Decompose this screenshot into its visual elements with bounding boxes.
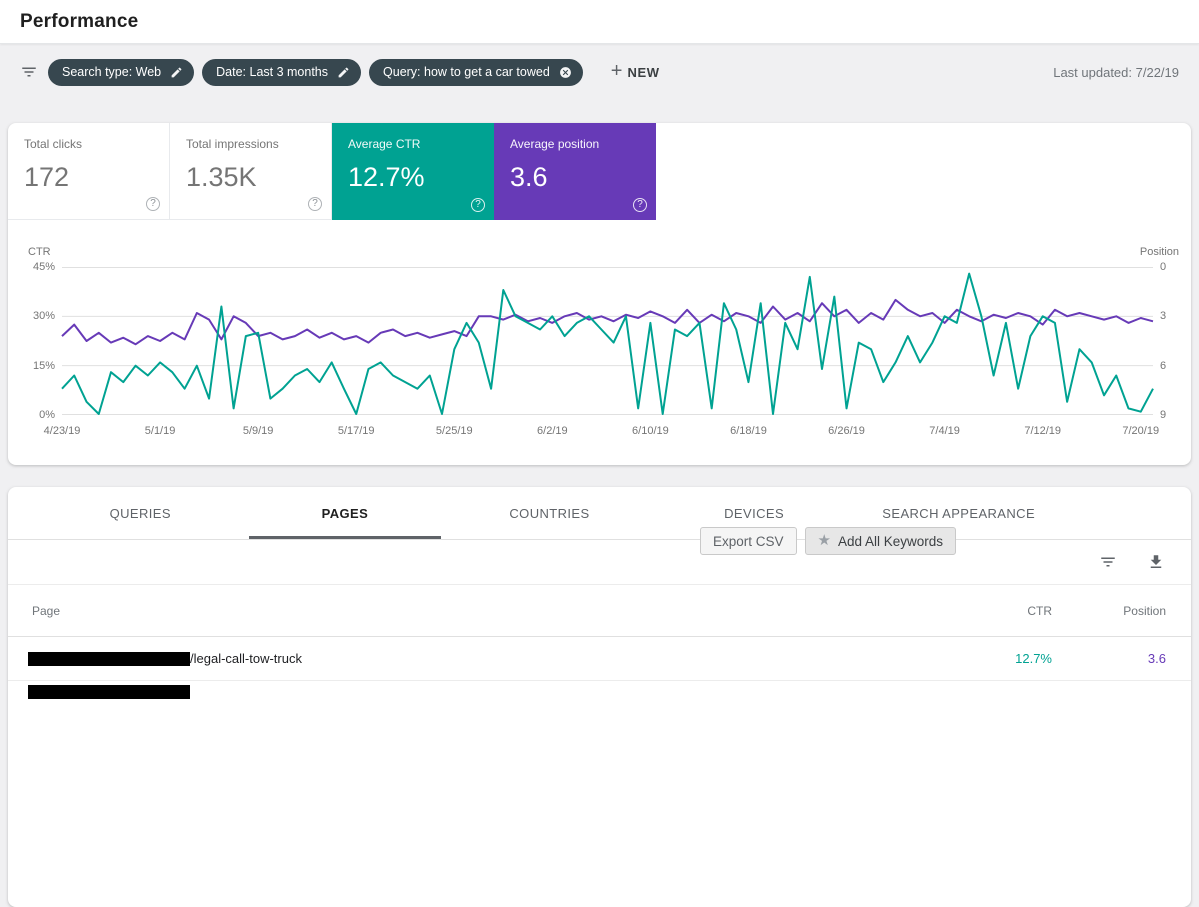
filter-list-icon[interactable] xyxy=(18,61,40,83)
metric-tiles: Total clicks 172 ? Total impressions 1.3… xyxy=(8,123,1191,220)
metric-label: Total clicks xyxy=(24,137,83,151)
metric-value: 3.6 xyxy=(510,162,548,192)
chart-canvas xyxy=(62,267,1153,415)
filter-chip-search-type[interactable]: Search type: Web xyxy=(48,58,195,86)
metric-tile-total-clicks[interactable]: Total clicks 172 ? xyxy=(8,123,170,220)
x-axis-labels: 4/23/19 5/1/19 5/9/19 5/17/19 5/25/19 6/2/19 6… xyxy=(43,425,1160,437)
star-icon: ★ xyxy=(817,531,831,549)
table-toolbar xyxy=(8,540,1191,585)
tab-search-appearance[interactable]: SEARCH APPEARANCE xyxy=(882,505,1036,521)
export-csv-button[interactable]: Export CSV xyxy=(700,527,797,555)
column-header-page[interactable]: Page xyxy=(32,603,61,618)
help-icon[interactable]: ? xyxy=(471,198,485,212)
redacted-url-prefix xyxy=(28,685,190,699)
table-header: Page CTR Position xyxy=(8,585,1191,637)
page-path: /legal-call-tow-truck xyxy=(190,651,302,666)
left-axis-ticks: 45% 30% 15% 0% xyxy=(32,261,55,421)
metric-value: 1.35K xyxy=(186,162,257,192)
position-value: 3.6 xyxy=(1147,651,1166,666)
chip-label: Query: how to get a car towed xyxy=(383,65,550,79)
download-icon[interactable] xyxy=(1145,551,1167,573)
table-row[interactable] xyxy=(8,681,1191,741)
chip-label: Date: Last 3 months xyxy=(216,65,329,79)
metric-label: Total impressions xyxy=(186,137,279,151)
metric-tile-average-position[interactable]: Average position 3.6 ? xyxy=(494,123,656,220)
metric-value: 12.7% xyxy=(348,162,425,192)
add-all-keywords-button[interactable]: ★ Add All Keywords xyxy=(804,527,957,555)
page-cell[interactable]: /legal-call-tow-truck xyxy=(8,651,938,666)
redacted-url-prefix xyxy=(28,651,190,666)
chart-plot[interactable]: 4/23/19 5/1/19 5/9/19 5/17/19 5/25/19 6/2/19 6… xyxy=(44,267,1159,437)
metric-value: 172 xyxy=(24,162,70,192)
filter-chip-query[interactable]: Query: how to get a car towed xyxy=(369,58,583,86)
filter-bar: Search type: Web Date: Last 3 months Que… xyxy=(0,44,1199,100)
tab-pages[interactable]: PAGES xyxy=(243,487,448,539)
new-filter-label: NEW xyxy=(627,64,660,80)
app-header: Performance xyxy=(0,0,1199,44)
plus-icon: + xyxy=(610,60,623,82)
ctr-value: 12.7% xyxy=(1015,651,1052,666)
performance-chart: CTR Position 45% 30% 15% 0% 4/23/19 5/1/19 5/… xyxy=(8,220,1191,465)
chip-label: Search type: Web xyxy=(62,65,162,79)
metric-tile-average-ctr[interactable]: Average CTR 12.7% ? xyxy=(332,123,494,220)
results-card: QUERIES PAGES COUNTRIES DEVICES SEARCH A… xyxy=(8,487,1191,907)
tab-devices[interactable]: DEVICES xyxy=(724,505,785,521)
column-header-position[interactable]: Position xyxy=(1123,603,1166,618)
edit-icon xyxy=(338,67,349,77)
metric-label: Average CTR xyxy=(348,137,421,151)
add-all-keywords-label: Add All Keywords xyxy=(837,533,944,549)
tab-countries[interactable]: COUNTRIES xyxy=(509,505,590,521)
help-icon[interactable]: ? xyxy=(633,198,647,212)
help-icon[interactable]: ? xyxy=(308,197,322,211)
help-icon[interactable]: ? xyxy=(146,197,160,211)
tabs: QUERIES PAGES COUNTRIES DEVICES SEARCH A… xyxy=(8,487,1191,540)
metric-label: Average position xyxy=(510,137,600,151)
last-updated-text: Last updated: 7/22/19 xyxy=(1053,64,1179,80)
edit-icon xyxy=(171,67,182,77)
filter-chip-date[interactable]: Date: Last 3 months xyxy=(202,58,362,86)
column-header-ctr[interactable]: CTR xyxy=(1027,603,1052,618)
page-cell[interactable] xyxy=(8,685,938,699)
remove-icon[interactable] xyxy=(559,66,572,79)
extension-buttons: Export CSV ★ Add All Keywords xyxy=(700,527,957,555)
metric-tile-total-impressions[interactable]: Total impressions 1.35K ? xyxy=(170,123,332,220)
table-filter-icon[interactable] xyxy=(1097,551,1119,573)
new-filter-button[interactable]: + NEW xyxy=(605,60,666,82)
table-row[interactable]: /legal-call-tow-truck 12.7% 3.6 xyxy=(8,637,1191,681)
left-axis-title: CTR xyxy=(28,246,51,258)
tab-queries[interactable]: QUERIES xyxy=(109,505,171,521)
right-axis-title: Position xyxy=(1139,246,1179,258)
summary-card: Total clicks 172 ? Total impressions 1.3… xyxy=(8,123,1191,465)
page-title: Performance xyxy=(20,10,139,32)
